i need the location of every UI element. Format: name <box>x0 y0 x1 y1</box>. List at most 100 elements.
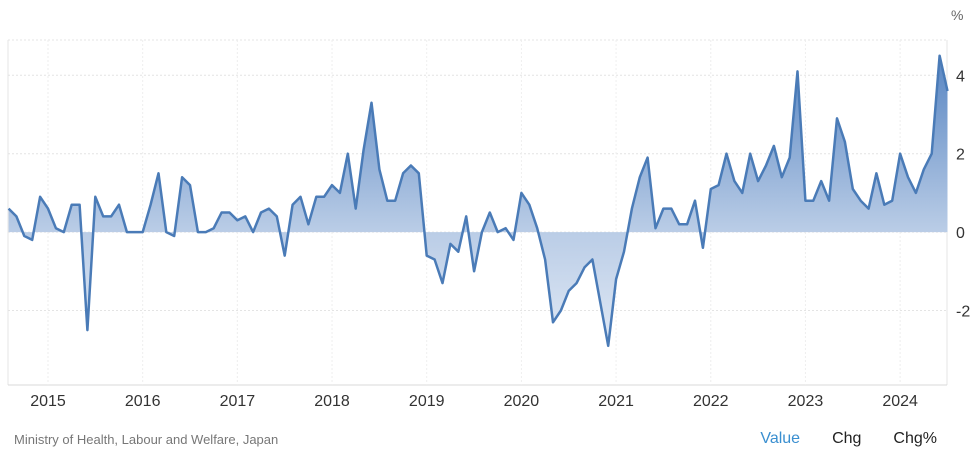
data-point[interactable] <box>416 170 422 176</box>
data-point[interactable] <box>771 143 777 149</box>
data-point[interactable] <box>471 268 477 274</box>
data-point[interactable] <box>234 217 240 223</box>
data-point[interactable] <box>321 194 327 200</box>
data-point[interactable] <box>597 300 603 306</box>
data-point[interactable] <box>503 225 509 231</box>
data-point[interactable] <box>100 213 106 219</box>
data-point[interactable] <box>834 115 840 121</box>
data-point[interactable] <box>116 202 122 208</box>
data-point[interactable] <box>290 202 296 208</box>
data-point[interactable] <box>858 198 864 204</box>
data-point[interactable] <box>842 139 848 145</box>
data-point[interactable] <box>802 198 808 204</box>
data-point[interactable] <box>440 280 446 286</box>
data-point[interactable] <box>203 229 209 235</box>
data-point[interactable] <box>605 343 611 349</box>
data-point[interactable] <box>155 170 161 176</box>
data-point[interactable] <box>653 225 659 231</box>
data-point[interactable] <box>69 202 75 208</box>
data-point[interactable] <box>163 229 169 235</box>
data-point[interactable] <box>755 178 761 184</box>
data-point[interactable] <box>558 308 564 314</box>
tab-value[interactable]: Value <box>760 430 801 447</box>
data-point[interactable] <box>219 210 225 216</box>
tab-chg[interactable]: Chg <box>832 430 862 447</box>
data-point[interactable] <box>148 202 154 208</box>
data-point[interactable] <box>495 229 501 235</box>
data-point[interactable] <box>84 327 90 333</box>
data-point[interactable] <box>195 229 201 235</box>
data-point[interactable] <box>424 253 430 259</box>
data-point[interactable] <box>337 190 343 196</box>
data-point[interactable] <box>447 241 453 247</box>
data-point[interactable] <box>518 190 524 196</box>
data-point[interactable] <box>376 166 382 172</box>
data-point[interactable] <box>392 198 398 204</box>
data-point[interactable] <box>37 194 43 200</box>
data-point[interactable] <box>724 151 730 157</box>
data-point[interactable] <box>574 280 580 286</box>
data-point[interactable] <box>179 174 185 180</box>
data-point[interactable] <box>45 206 51 212</box>
data-point[interactable] <box>795 68 801 74</box>
data-point[interactable] <box>637 174 643 180</box>
data-point[interactable] <box>881 202 887 208</box>
data-point[interactable] <box>779 174 785 180</box>
data-point[interactable] <box>589 257 595 263</box>
data-point[interactable] <box>384 198 390 204</box>
data-point[interactable] <box>787 155 793 161</box>
data-point[interactable] <box>645 155 651 161</box>
data-point[interactable] <box>92 194 98 200</box>
data-point[interactable] <box>905 174 911 180</box>
data-point[interactable] <box>21 233 27 239</box>
data-point[interactable] <box>353 206 359 212</box>
data-point[interactable] <box>297 194 303 200</box>
data-point[interactable] <box>171 233 177 239</box>
data-point[interactable] <box>487 210 493 216</box>
data-point[interactable] <box>566 288 572 294</box>
data-point[interactable] <box>937 53 943 59</box>
data-point[interactable] <box>266 206 272 212</box>
data-point[interactable] <box>621 249 627 255</box>
data-point[interactable] <box>258 210 264 216</box>
data-point[interactable] <box>140 229 146 235</box>
data-point[interactable] <box>345 151 351 157</box>
data-point[interactable] <box>660 206 666 212</box>
data-point[interactable] <box>361 147 367 153</box>
data-point[interactable] <box>897 151 903 157</box>
data-point[interactable] <box>676 221 682 227</box>
data-point[interactable] <box>668 206 674 212</box>
data-point[interactable] <box>313 194 319 200</box>
data-point[interactable] <box>550 319 556 325</box>
data-point[interactable] <box>889 198 895 204</box>
data-point[interactable] <box>826 198 832 204</box>
data-point[interactable] <box>187 182 193 188</box>
data-point[interactable] <box>282 253 288 259</box>
data-point[interactable] <box>13 213 19 219</box>
data-point[interactable] <box>763 162 769 168</box>
data-point[interactable] <box>305 221 311 227</box>
data-point[interactable] <box>708 186 714 192</box>
data-point[interactable] <box>613 276 619 282</box>
data-point[interactable] <box>716 182 722 188</box>
data-point[interactable] <box>329 182 335 188</box>
data-point[interactable] <box>629 206 635 212</box>
data-point[interactable] <box>226 210 232 216</box>
data-point[interactable] <box>61 229 67 235</box>
data-point[interactable] <box>511 237 517 243</box>
data-point[interactable] <box>534 225 540 231</box>
data-point[interactable] <box>582 264 588 270</box>
data-point[interactable] <box>6 206 12 212</box>
data-point[interactable] <box>108 213 114 219</box>
data-point[interactable] <box>400 170 406 176</box>
data-point[interactable] <box>526 202 532 208</box>
data-point[interactable] <box>463 213 469 219</box>
data-point[interactable] <box>810 198 816 204</box>
data-point[interactable] <box>850 186 856 192</box>
data-point[interactable] <box>684 221 690 227</box>
data-point[interactable] <box>408 162 414 168</box>
data-point[interactable] <box>747 151 753 157</box>
tab-chg-percent[interactable]: Chg% <box>893 430 937 447</box>
data-point[interactable] <box>542 257 548 263</box>
data-point[interactable] <box>929 151 935 157</box>
